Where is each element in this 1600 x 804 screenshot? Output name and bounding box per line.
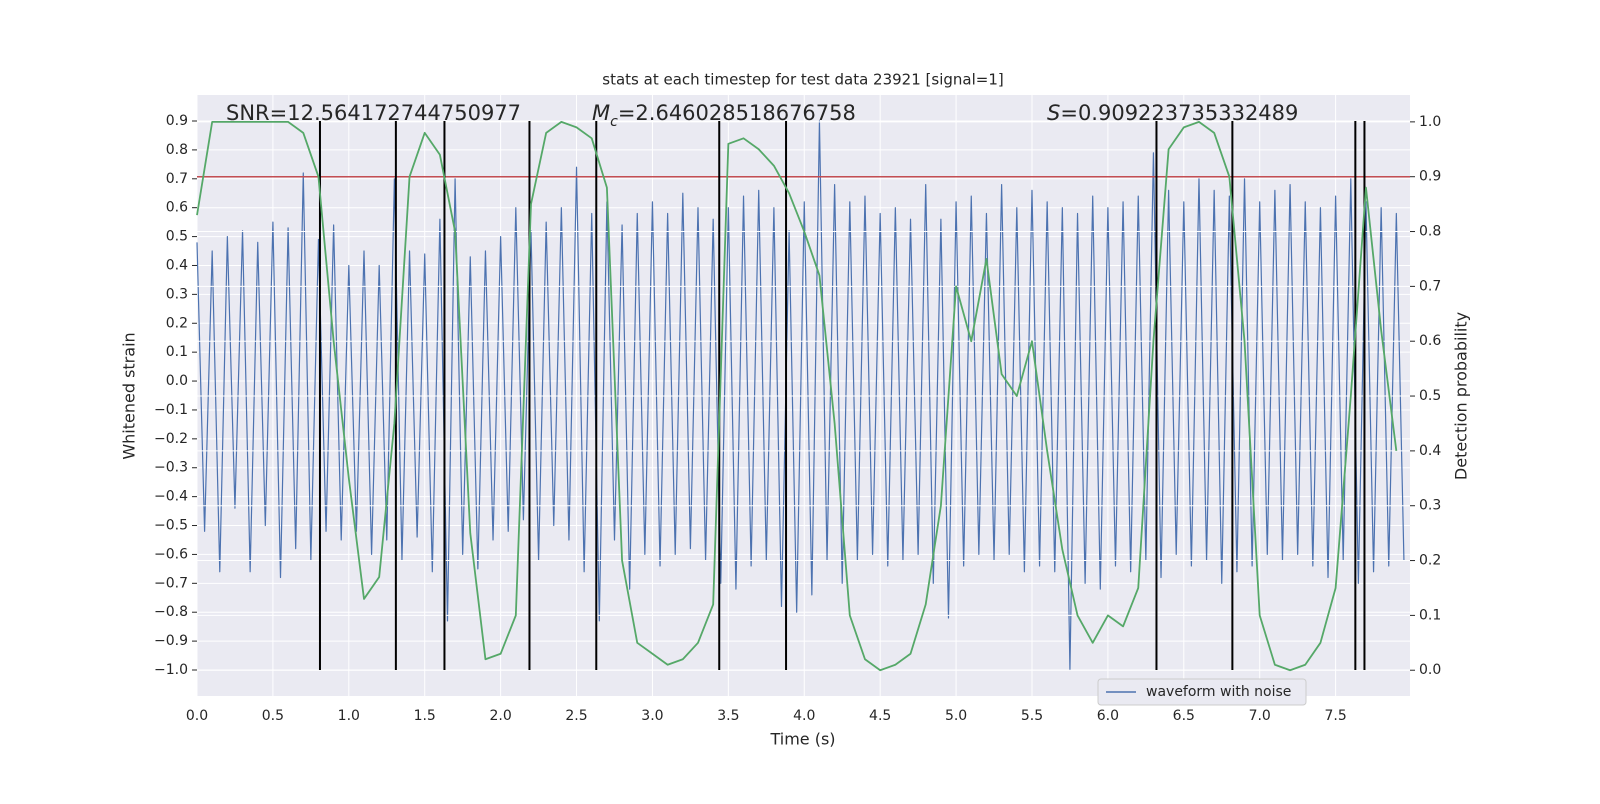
x-tick-label: 2.0: [489, 708, 511, 724]
over-layer: [196, 120, 1410, 672]
y2-tick-label: 0.7: [1419, 278, 1441, 294]
x-tick-label: 0.5: [262, 708, 284, 724]
y-tick-label: −0.7: [154, 575, 188, 591]
annotation-text: =0.909223735332489: [1060, 101, 1298, 125]
y-tick-label: 0.0: [166, 373, 188, 389]
y-tick-label: 0.9: [166, 113, 188, 129]
y-axis-label: Whitened strain: [120, 332, 139, 459]
y2-tick-label: 0.3: [1419, 498, 1441, 514]
y-tick-label: −0.6: [154, 546, 188, 562]
y2-tick-label: 1.0: [1419, 114, 1441, 130]
annotation-subscript: c: [610, 114, 618, 130]
x-tick-label: 4.0: [793, 708, 815, 724]
y-tick-label: 0.7: [166, 171, 188, 187]
annotation: Mc=2.646028518676758: [592, 101, 856, 130]
annotation-text: =2.646028518676758: [618, 101, 856, 125]
x-tick-label: 6.0: [1097, 708, 1119, 724]
y-tick-label: −0.5: [154, 518, 188, 534]
y-tick-label: 0.3: [166, 286, 188, 302]
y-tick-label: −0.2: [154, 431, 188, 447]
x-tick-label: 4.5: [869, 708, 891, 724]
x-tick-label: 0.0: [186, 708, 208, 724]
x-tick-label: 5.0: [945, 708, 967, 724]
annotation-symbol: M: [592, 101, 610, 125]
y2-tick-label: 0.8: [1419, 224, 1441, 240]
x-tick-label: 3.5: [717, 708, 739, 724]
y-tick-label: −0.1: [154, 402, 188, 418]
y-tick-label: 0.8: [166, 142, 188, 158]
y-tick-label: −0.9: [154, 633, 188, 649]
plot-area: [197, 95, 1410, 696]
legend-box: [1097, 678, 1307, 706]
x-tick-label: 3.0: [641, 708, 663, 724]
annotation: S=0.909223735332489: [1047, 101, 1298, 125]
y-tick-label: 0.6: [166, 200, 188, 216]
under-layer: [196, 95, 1410, 696]
series-line: [196, 120, 1398, 672]
y-tick-label: −0.3: [154, 460, 188, 476]
y2-tick-label: 0.2: [1419, 553, 1441, 569]
annotation: SNR=12.564172744750977: [226, 101, 521, 125]
chart-title: stats at each timestep for test data 239…: [602, 71, 1003, 89]
x-tick-label: 6.5: [1173, 708, 1195, 724]
x-tick-label: 1.5: [414, 708, 436, 724]
y2-tick-label: 0.6: [1419, 333, 1441, 349]
y2-tick-label: 0.1: [1419, 607, 1441, 623]
x-tick-label: 7.0: [1249, 708, 1271, 724]
y2-tick-label: 0.9: [1419, 169, 1441, 185]
x-tick-label: 5.5: [1021, 708, 1043, 724]
x-axis-label: Time (s): [769, 730, 835, 749]
legend-label: waveform with noise: [1146, 684, 1291, 700]
y-tick-label: −0.4: [154, 489, 188, 505]
y-tick-label: −0.8: [154, 604, 188, 620]
y-tick-label: 0.1: [166, 344, 188, 360]
annotation-symbol: S: [1047, 101, 1060, 125]
y-tick-label: 0.4: [166, 257, 188, 273]
y-tick-label: 0.2: [166, 315, 188, 331]
y2-tick-label: 0.0: [1419, 662, 1441, 678]
legend: waveform with noise: [1097, 678, 1307, 706]
x-tick-label: 1.0: [338, 708, 360, 724]
y-tick-label: −1.0: [154, 662, 188, 678]
y2-axis-label: Detection probability: [1452, 312, 1471, 480]
y2-tick-label: 0.4: [1419, 443, 1441, 459]
y2-tick-label: 0.5: [1419, 388, 1441, 404]
x-tick-label: 2.5: [565, 708, 587, 724]
x-tick-label: 7.5: [1324, 708, 1346, 724]
y-tick-label: 0.5: [166, 229, 188, 245]
